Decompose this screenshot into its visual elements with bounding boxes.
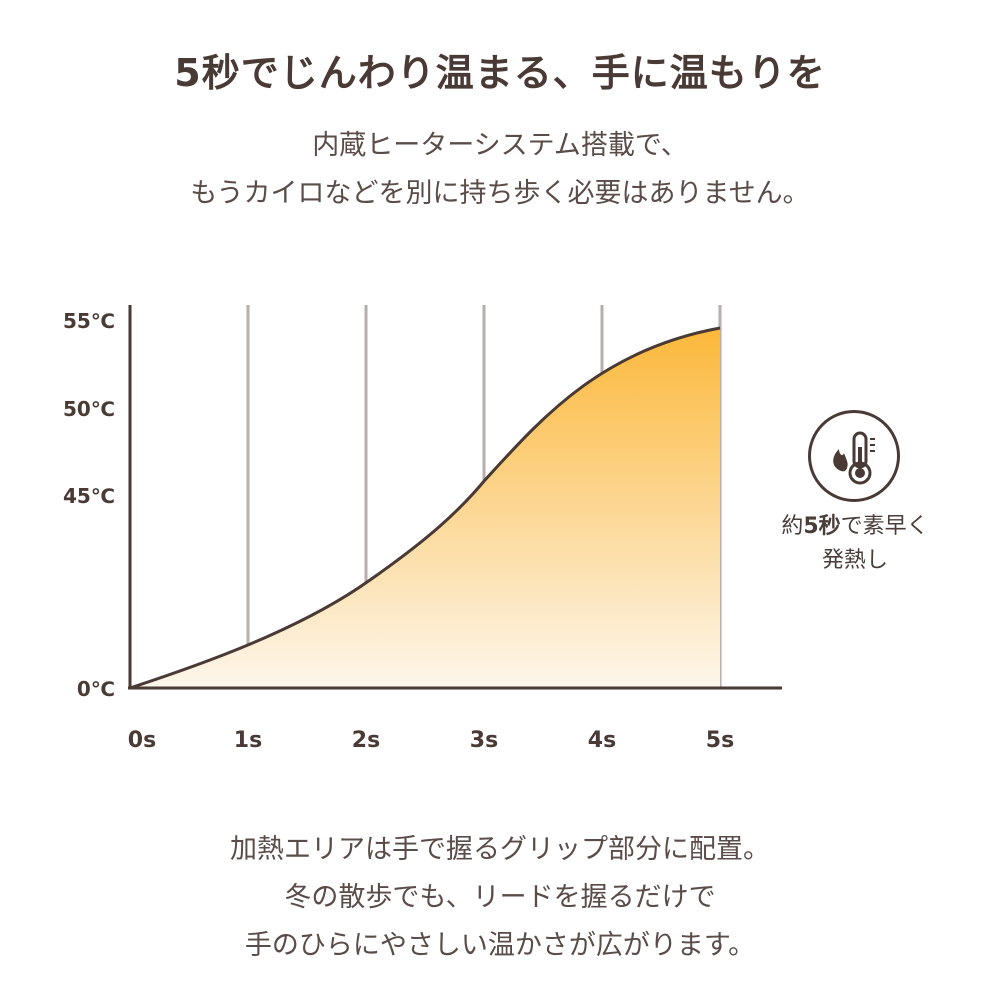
x-tick-label: 2s: [352, 728, 380, 753]
footer-text: 加熱エリアは手で握るグリップ部分に配置。 冬の散歩でも、リードを握るだけで 手の…: [0, 826, 1000, 970]
badge-caption: 約5秒で素早く 発熱し: [740, 510, 970, 578]
subtitle-line-2: もうカイロなどを別に持ち歩く必要はありません。: [190, 178, 810, 209]
footer-line-3: 手のひらにやさしい温かさが広がります。: [244, 930, 756, 961]
x-tick-label: 4s: [588, 728, 616, 753]
subtitle: 内蔵ヒーターシステム搭載で、 もうカイロなどを別に持ち歩く必要はありません。: [0, 122, 1000, 218]
x-tick-label: 3s: [470, 728, 498, 753]
page-title: 5秒でじんわり温まる、手に温もりを: [174, 51, 826, 95]
x-tick-labels: 0s 1s 2s 3s 4s 5s: [128, 728, 734, 753]
badge-caption-line-2: 発熱し: [821, 548, 888, 573]
y-tick-label: 50℃: [63, 397, 115, 421]
thermometer-flame-icon: [833, 431, 875, 485]
y-tick-label: 0℃: [77, 677, 115, 701]
x-tick-label: 0s: [128, 728, 156, 753]
series-line: [129, 326, 721, 690]
footer-line-2: 冬の散歩でも、リードを握るだけで: [284, 882, 716, 913]
x-tick-label: 5s: [706, 728, 734, 753]
badge-caption-line-1: 約5秒で素早く: [781, 514, 929, 539]
footer-line-1: 加熱エリアは手で握るグリップ部分に配置。: [230, 834, 770, 865]
y-tick-label: 55℃: [63, 309, 115, 333]
y-tick-labels: 0℃ 45℃ 50℃ 55℃: [63, 309, 115, 701]
area-fill: [130, 328, 720, 688]
y-tick-label: 45℃: [63, 484, 115, 508]
x-tick-label: 1s: [234, 728, 262, 753]
temperature-chart: 0s 1s 2s 3s 4s 5s 0℃ 45℃ 50℃ 55℃: [63, 305, 782, 753]
subtitle-line-1: 内蔵ヒーターシステム搭載で、: [312, 130, 688, 161]
badge-circle: [808, 410, 900, 502]
